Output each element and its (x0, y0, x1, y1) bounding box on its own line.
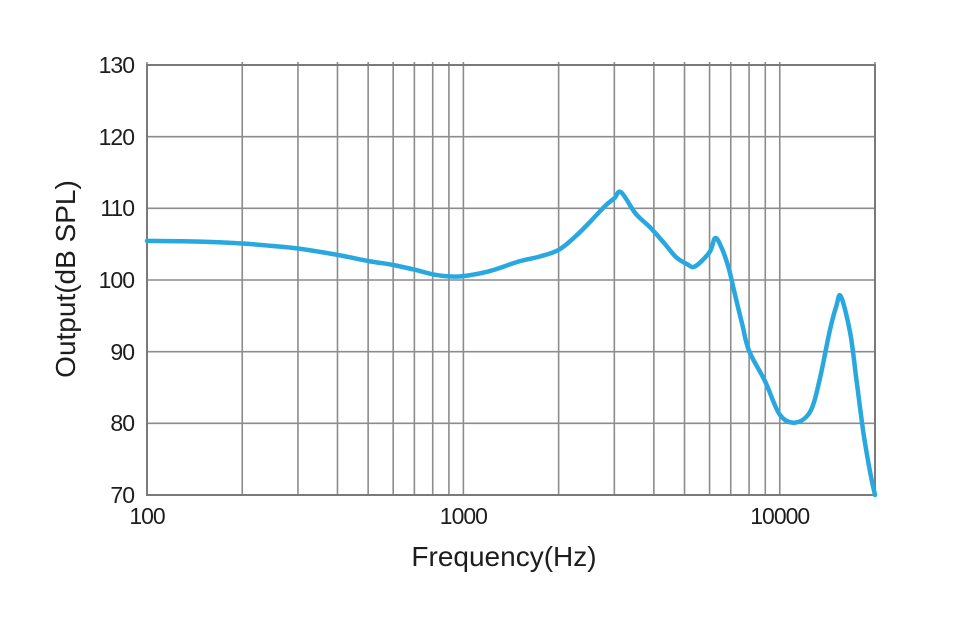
y-tick-label-80: 80 (110, 410, 135, 437)
plot-border (146, 64, 876, 496)
y-tick-label-130: 130 (98, 52, 135, 78)
y-tick-label-100: 100 (98, 267, 135, 293)
y-tick-label-110: 110 (100, 195, 135, 222)
y-tick-label-70: 70 (110, 482, 135, 508)
x-axis-title: Frequency(Hz) (411, 541, 597, 572)
response-curve (144, 189, 878, 498)
x-tick-label-1000: 1000 (439, 503, 488, 529)
x-tick-label-100: 100 (129, 503, 165, 529)
x-tick-label-10000: 10000 (750, 503, 810, 529)
y-axis-title: Output(dB SPL) (50, 180, 81, 378)
y-tick-label-90: 90 (110, 338, 135, 365)
y-tick-label-120: 120 (98, 123, 135, 150)
